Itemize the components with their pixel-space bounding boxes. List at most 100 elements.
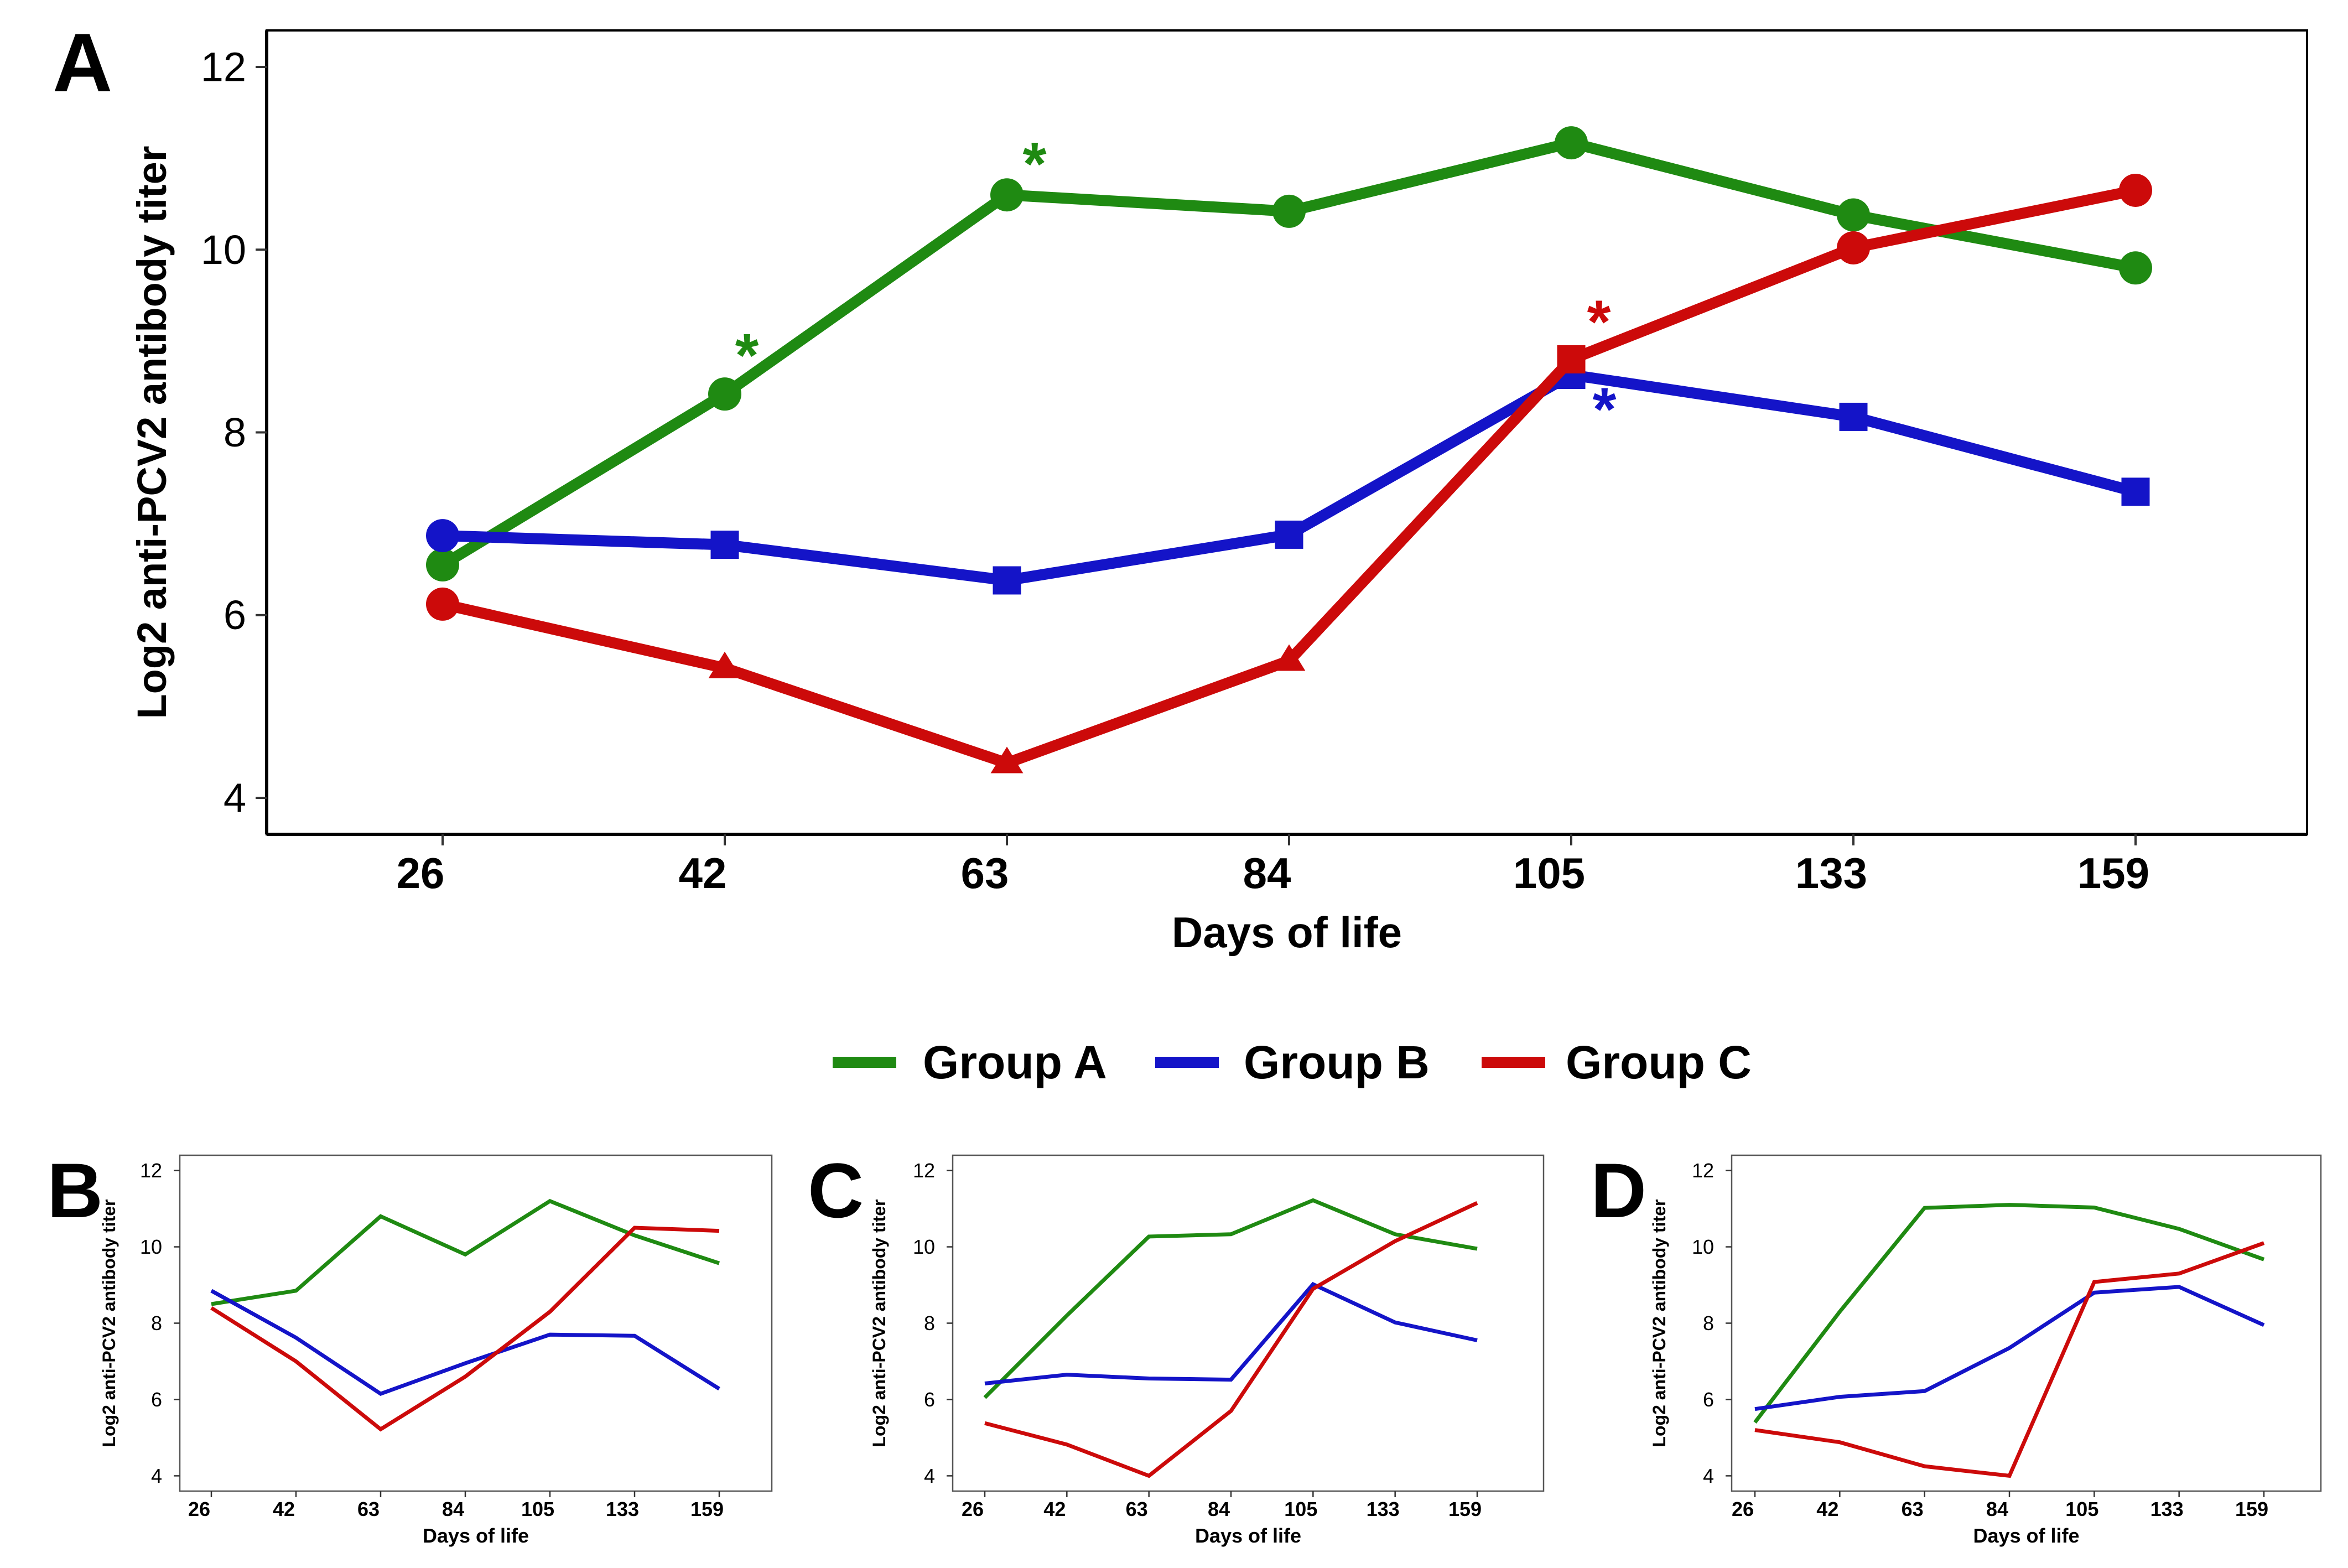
data-point [1272,194,1306,228]
x-tick-label: 133 [1795,849,1867,897]
x-tick-label: 26 [1732,1498,1754,1520]
y-tick-label: 10 [1692,1235,1714,1258]
data-point [993,566,1021,595]
y-tick-label: 4 [1703,1465,1714,1487]
x-tick-label: 105 [1284,1498,1317,1520]
y-tick-label: 10 [140,1235,162,1258]
x-tick-label: 159 [2077,849,2149,897]
series-group-b [984,1281,1478,1385]
x-tick-label: 105 [1513,849,1585,897]
x-tick-label: 159 [2235,1498,2268,1520]
x-tick-label: 133 [2150,1498,2184,1520]
x-tick-label: 26 [397,849,445,897]
panel-letter: B [47,1147,103,1234]
significance-star: * [1593,375,1617,443]
x-tick-label: 84 [442,1498,464,1520]
x-tick-label: 63 [961,849,1009,897]
panel-d: 4 6 8 10 12 26 42 63 84 105 133 159 Days of life Log2… [1591,1147,2322,1547]
x-tick-label: 105 [2065,1498,2098,1520]
series-line [1753,1203,2265,1424]
x-tick-label: 42 [1043,1498,1066,1520]
y-tick-label: 8 [924,1312,935,1335]
y-tick-label: 6 [924,1388,935,1411]
series-line [984,1281,1478,1385]
y-tick-label: 8 [224,409,246,455]
x-axis-label: Days of life [423,1524,529,1547]
legend-item: Group B [1155,1036,1430,1088]
panel-b: 4 6 8 10 12 26 42 63 84 105 133 159 Days of life Log2… [47,1147,773,1547]
y-axis-label: Log2 anti-PCV2 antibody titer [869,1199,889,1447]
legend-label: Group A [923,1036,1107,1088]
series-line [210,1226,720,1432]
data-point [990,746,1024,773]
data-point [2121,477,2150,506]
x-tick-label: 26 [188,1498,210,1520]
x-tick-label: 105 [521,1498,554,1520]
data-point [426,519,459,553]
series-line [441,185,2137,769]
x-tick-label: 159 [1448,1498,1482,1520]
data-point [1837,231,1870,264]
data-point [2119,251,2152,285]
data-point [1557,345,1586,373]
y-tick-label: 12 [201,44,246,90]
x-axis-label: Days of life [1172,908,1402,957]
significance-star: * [735,321,759,390]
series-line [211,1198,720,1306]
y-axis-label: Log2 anti-PCV2 antibody titer [129,146,175,719]
series-line [984,1201,1478,1478]
data-point [426,587,459,621]
panel-letter: D [1591,1147,1646,1234]
x-axis-label: Days of life [1195,1524,1301,1547]
data-point [1837,198,1870,232]
series-group-c: * [426,173,2152,773]
series-group-b: * [426,360,2150,595]
x-tick-label: 42 [1816,1498,1838,1520]
y-tick-label: 8 [151,1312,162,1335]
series-line [1754,1241,2265,1478]
series-group-c [210,1226,720,1432]
y-tick-label: 12 [1692,1159,1714,1182]
x-tick-label: 133 [606,1498,639,1520]
y-axis-label: Log2 anti-PCV2 antibody titer [99,1199,119,1447]
x-tick-label: 63 [1126,1498,1148,1520]
data-point [2119,173,2152,207]
y-tick-label: 10 [913,1235,935,1258]
series-group-a [211,1198,720,1306]
x-tick-label: 84 [1986,1498,2008,1520]
plot-frame [266,29,2308,835]
legend-label: Group C [1566,1036,1752,1088]
y-tick-label: 4 [151,1465,162,1487]
legend-item: Group C [1482,1036,1752,1088]
legend-label: Group B [1244,1036,1430,1088]
plot-frame [952,1154,1545,1492]
series-line [983,1198,1478,1399]
x-tick-label: 42 [273,1498,295,1520]
y-tick-label: 4 [924,1465,935,1487]
data-point [1839,402,1868,431]
series-line [1754,1285,2265,1411]
series-group-a: ** [426,126,2152,581]
x-tick-label: 84 [1243,849,1291,897]
series-group-c [984,1201,1478,1478]
series-group-b [210,1289,720,1396]
y-tick-label: 8 [1703,1312,1714,1335]
x-tick-label: 84 [1208,1498,1230,1520]
panel-letter: A [53,16,112,109]
y-tick-label: 4 [224,775,246,821]
data-point [708,651,741,678]
significance-star: * [1023,130,1047,198]
y-tick-label: 12 [140,1159,162,1182]
x-tick-label: 159 [690,1498,724,1520]
x-tick-label: 42 [679,849,727,897]
y-tick-label: 6 [224,592,246,638]
series-group-a [983,1198,1478,1399]
series-group-a [1753,1203,2265,1424]
panel-letter: C [808,1147,864,1234]
significance-star: * [1587,288,1611,356]
panel-a: 4 6 8 10 12 26 42 63 84 105 133 159 Days of life Log2… [53,16,2308,957]
y-tick-label: 12 [913,1159,935,1182]
series-group-c [1754,1241,2265,1478]
